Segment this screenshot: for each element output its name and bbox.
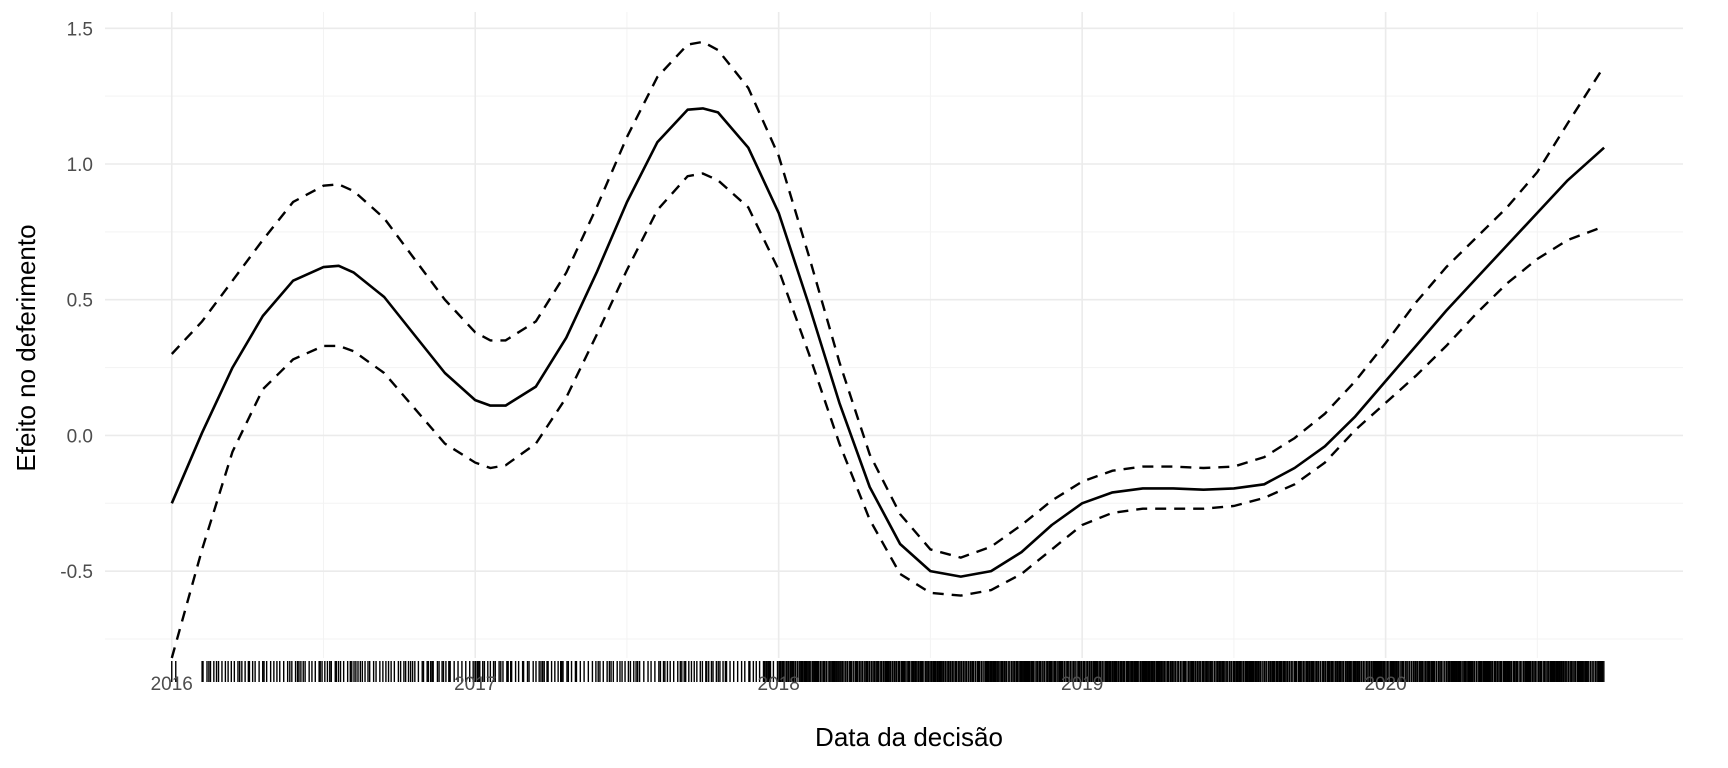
rug-marks	[171, 661, 1605, 682]
y-tick-labels: -0.5 0.0 0.5 1.0 1.5	[60, 19, 93, 583]
series-lower-line	[170, 172, 1605, 659]
major-gridlines	[105, 12, 1683, 658]
y-tick-label: 1.0	[67, 155, 93, 176]
x-tick-label: 2019	[1061, 674, 1103, 695]
series-upper-line	[170, 40, 1606, 559]
fit-lines	[170, 40, 1606, 659]
x-tick-label: 2016	[151, 674, 193, 695]
x-tick-labels: 2016 2017 2018 2019 2020	[151, 674, 1407, 695]
series-fit-line	[170, 107, 1605, 578]
x-tick-label: 2018	[758, 674, 800, 695]
x-axis-title: Data da decisão	[815, 722, 1003, 752]
x-tick-label: 2020	[1364, 674, 1406, 695]
x-tick-label: 2017	[454, 674, 496, 695]
minor-gridlines	[105, 12, 1683, 658]
y-tick-label: -0.5	[60, 562, 93, 583]
y-axis-title: Efeito no deferimento	[11, 224, 41, 471]
y-tick-label: 0.5	[67, 291, 93, 312]
y-tick-label: 1.5	[67, 19, 93, 40]
y-tick-label: 0.0	[67, 426, 93, 447]
